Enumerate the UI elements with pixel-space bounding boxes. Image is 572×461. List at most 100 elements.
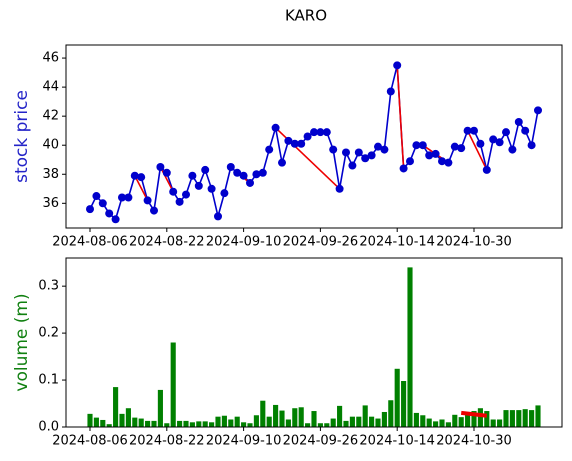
volume-bar [247, 423, 253, 427]
y-tick-label: 38 [42, 167, 59, 182]
volume-bar [413, 412, 419, 427]
volume-bar [330, 418, 336, 427]
volume-bar [497, 419, 503, 427]
volume-bar [228, 419, 234, 427]
price-point [258, 168, 267, 177]
price-point [297, 139, 306, 148]
volume-bar [298, 407, 304, 427]
volume-bar [145, 420, 151, 427]
y-tick-label: 46 [42, 51, 59, 66]
price-point [182, 190, 190, 199]
price-point [431, 149, 440, 158]
x-tick-label: 2024-09-10 [206, 434, 282, 449]
price-point [98, 199, 107, 208]
volume-bar [273, 404, 279, 427]
volume-bar [234, 416, 240, 427]
price-point [406, 157, 414, 166]
price-point [220, 189, 229, 198]
volume-bar [401, 380, 407, 427]
price-point [489, 135, 498, 144]
volume-bar [311, 411, 317, 427]
price-point [386, 87, 395, 96]
volume-bar [305, 423, 311, 427]
highlight-segment [159, 166, 174, 193]
price-point [130, 171, 139, 180]
volume-bar [324, 423, 330, 427]
volume-bar [221, 415, 227, 427]
volume-bar [522, 409, 528, 427]
price-point [380, 145, 389, 154]
price-point [92, 192, 101, 201]
price-point [111, 215, 120, 224]
price-point [271, 123, 280, 132]
price-point [290, 139, 299, 148]
price-point [105, 209, 114, 218]
price-point [393, 61, 402, 70]
volume-bar [426, 418, 432, 427]
volume-bar [215, 416, 221, 427]
y-tick-label: 42 [42, 109, 59, 124]
axes-frame [65, 44, 563, 229]
x-tick-label: 2024-10-14 [359, 235, 435, 250]
highlight-segment [396, 65, 405, 169]
volume-bar [349, 416, 355, 427]
highlight-line [460, 410, 488, 418]
volume-bar [337, 405, 343, 427]
volume-bar [394, 368, 400, 427]
volume-bar [157, 389, 163, 427]
y-tick-label: 44 [42, 80, 59, 95]
volume-bar [164, 423, 170, 427]
volume-bar [484, 411, 490, 427]
volume-bar [343, 420, 349, 427]
volume-bar [465, 411, 471, 427]
volume-bar [253, 415, 259, 427]
y-tick-label: 40 [42, 138, 59, 153]
price-point [207, 184, 216, 193]
volume-bar [433, 421, 439, 427]
volume-bar [132, 417, 138, 427]
volume-bar [375, 418, 381, 427]
price-point [502, 128, 510, 137]
volume-bar [452, 414, 458, 427]
volume-bar [516, 410, 522, 427]
price-point [162, 168, 171, 177]
volume-bar [93, 417, 99, 427]
price-point [329, 145, 338, 154]
volume-bar [189, 422, 195, 427]
volume-bar [241, 422, 247, 427]
x-tick-label: 2024-10-14 [359, 434, 435, 449]
price-point [457, 144, 466, 153]
price-point [156, 163, 165, 171]
volume-bar [209, 422, 215, 427]
price-point [169, 187, 178, 196]
price-point [495, 138, 504, 147]
price-point [476, 139, 485, 148]
y-tick-label: 0.3 [38, 279, 59, 294]
price-point [425, 151, 434, 160]
price-point [303, 132, 312, 141]
volume-bar [106, 424, 112, 427]
volume-bar [509, 410, 515, 427]
price-point [284, 136, 293, 145]
price-point [399, 164, 408, 173]
volume-bar [260, 400, 266, 427]
volume-bar [119, 413, 125, 427]
y-tick-label: 0.0 [38, 420, 59, 435]
volume-bar [279, 410, 285, 427]
price-point [322, 128, 331, 137]
price-point [188, 171, 197, 180]
axes-frame [65, 257, 563, 428]
volume-bar [407, 267, 413, 427]
price-point [194, 181, 203, 190]
price-point [214, 212, 222, 221]
price-point [335, 184, 344, 193]
volume-bar [477, 408, 483, 427]
volume-bar [445, 422, 451, 427]
volume-bar [285, 419, 291, 427]
price-point [316, 128, 325, 137]
price-point [514, 117, 523, 126]
price-point [534, 106, 542, 115]
volume-bar [356, 416, 362, 427]
price-point [86, 205, 94, 214]
